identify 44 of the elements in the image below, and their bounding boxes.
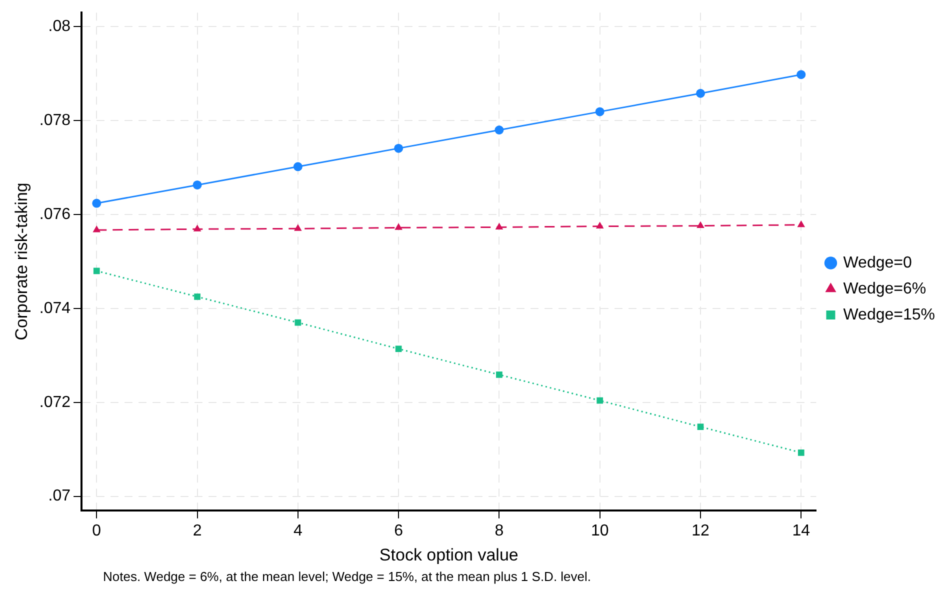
point [294, 319, 302, 326]
x-tick-label: 14 [792, 522, 810, 540]
x-axis-title: Stock option value [379, 545, 518, 564]
point [394, 223, 402, 230]
point [92, 226, 101, 232]
point [495, 222, 504, 230]
legend-label: Wedge=6% [843, 280, 926, 298]
point [93, 268, 100, 274]
y-axis-title: Corporate risk-taking [12, 182, 31, 340]
point [796, 70, 806, 80]
y-tick-label: .08 [48, 18, 71, 36]
point [394, 144, 404, 153]
point [797, 220, 806, 228]
y-tick-label: .07 [48, 488, 71, 505]
x-tick-label: 6 [394, 522, 404, 540]
point [194, 294, 200, 300]
point [293, 162, 302, 172]
legend-label: Wedge=15% [843, 306, 936, 324]
y-tick-label: .076 [39, 206, 71, 223]
point [395, 346, 402, 352]
x-tick-label: 2 [192, 522, 202, 540]
point [696, 88, 705, 98]
text: Notes. Wedge = 6%, at the mean level; Wedge = 15%, at the mean plus 1 S.D. level. [103, 569, 592, 584]
point [596, 222, 604, 229]
point [697, 424, 704, 430]
legend-label: Wedge=0 [843, 254, 912, 272]
point [595, 107, 604, 116]
point [193, 224, 202, 232]
point [494, 126, 504, 135]
point [596, 397, 604, 404]
y-tick-label: .072 [39, 394, 71, 411]
point [496, 371, 502, 378]
y-tick-label: .078 [39, 112, 71, 130]
point [294, 224, 302, 231]
point [92, 198, 102, 208]
x-tick-label: 10 [590, 522, 609, 540]
point [798, 449, 804, 456]
y-tick-label: .074 [39, 300, 71, 317]
x-tick-label: 8 [494, 522, 504, 540]
x-tick-label: 4 [293, 522, 302, 540]
point [192, 180, 202, 190]
x-tick-label: 12 [692, 522, 710, 540]
x-tick-label: 0 [92, 522, 102, 540]
point [696, 221, 704, 228]
